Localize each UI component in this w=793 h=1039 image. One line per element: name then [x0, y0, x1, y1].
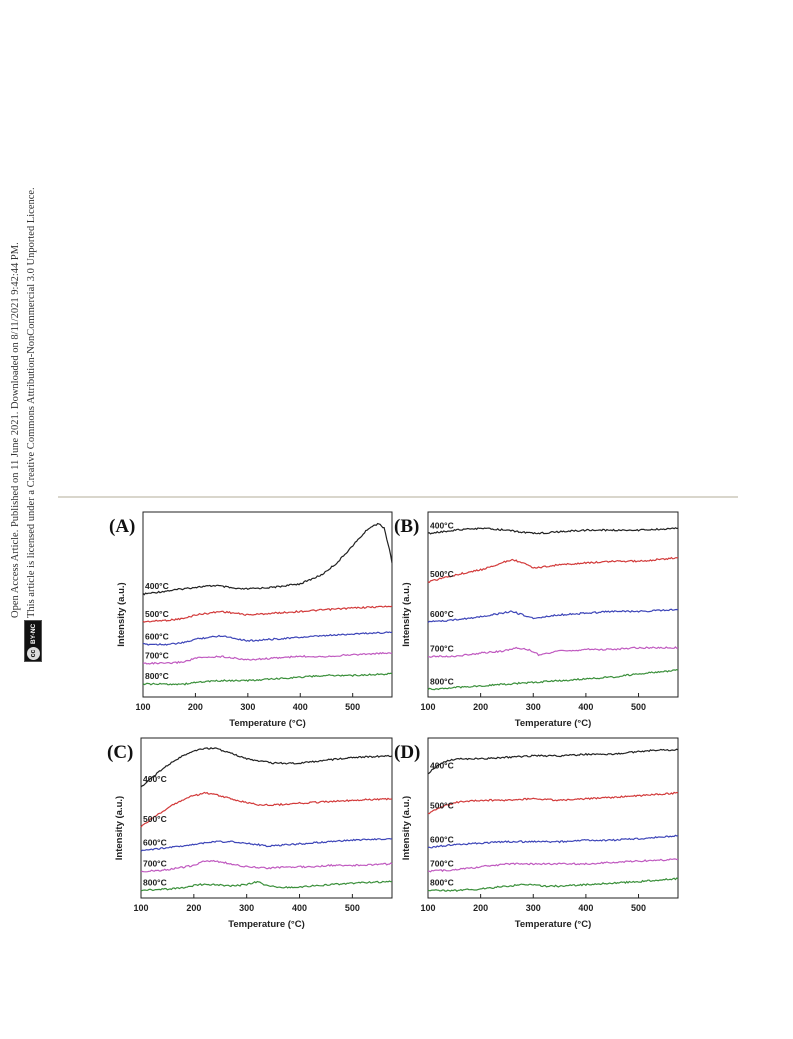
x-tick-label: 200	[186, 903, 201, 913]
panel-letter: (C)	[107, 742, 133, 763]
chart-panel-b: (B) 100 200 300 400 500 Temperature (°C) Intens…	[394, 511, 679, 729]
series-line	[428, 858, 679, 873]
x-tick-label: 400	[578, 903, 593, 913]
series-line	[427, 791, 679, 815]
series-line	[427, 834, 679, 849]
series-line	[427, 877, 679, 892]
series-line	[427, 556, 679, 584]
y-axis-title: Intensity (a.u.)	[401, 582, 412, 646]
x-tick-label: 500	[631, 903, 646, 913]
series-label: 500°C	[430, 569, 454, 579]
x-axis-title: Temperature (°C)	[515, 919, 591, 930]
series-line	[427, 608, 679, 623]
x-tick-label: 300	[526, 903, 541, 913]
chart-panel-d: (D) 100 200 300 400 500 Temperature (°C) Intens…	[394, 737, 679, 930]
series-line	[427, 668, 679, 691]
series-line	[142, 672, 393, 686]
series-label: 400°C	[430, 521, 454, 531]
x-tick-label: 200	[188, 702, 203, 712]
y-axis-title: Intensity (a.u.)	[114, 796, 125, 860]
series-label: 500°C	[430, 801, 454, 811]
series-line	[142, 631, 393, 646]
series-label: 700°C	[430, 643, 454, 653]
x-tick-label: 500	[631, 702, 646, 712]
y-axis-title: Intensity (a.u.)	[116, 582, 127, 646]
series-label: 600°C	[430, 835, 454, 845]
x-axis-title: Temperature (°C)	[228, 919, 304, 930]
series-line	[140, 747, 393, 788]
x-tick-label: 300	[526, 702, 541, 712]
page-divider-rule	[58, 496, 738, 498]
series-label: 400°C	[430, 761, 454, 771]
series-label: 800°C	[143, 878, 167, 888]
plot-frame	[427, 737, 679, 899]
x-tick-label: 500	[345, 903, 360, 913]
series-label: 400°C	[145, 581, 169, 591]
x-tick-label: 100	[420, 903, 435, 913]
series-line	[140, 880, 393, 892]
series-line	[142, 651, 393, 665]
x-tick-label: 100	[135, 702, 150, 712]
x-tick-label: 400	[578, 702, 593, 712]
series-line	[140, 859, 393, 873]
x-tick-label: 200	[473, 702, 488, 712]
series-label: 700°C	[145, 650, 169, 660]
panel-letter: (A)	[109, 516, 135, 537]
series-label: 800°C	[430, 676, 454, 686]
x-tick-label: 100	[420, 702, 435, 712]
series-label: 600°C	[430, 609, 454, 619]
series-line	[427, 748, 679, 775]
series-line	[142, 605, 393, 623]
series-line	[140, 837, 393, 852]
x-tick-label: 500	[345, 702, 360, 712]
x-axis-title: Temperature (°C)	[515, 718, 591, 729]
x-tick-label: 300	[240, 702, 255, 712]
x-tick-label: 100	[133, 903, 148, 913]
x-tick-label: 400	[292, 903, 307, 913]
chart-panel-a: (A) 100 200 300 400 500 Temperature (°C) Intens…	[109, 511, 393, 729]
panel-letter: (D)	[394, 742, 420, 763]
series-line	[140, 791, 393, 828]
series-line	[428, 646, 679, 658]
series-label: 600°C	[143, 838, 167, 848]
series-line	[142, 522, 393, 596]
series-label: 600°C	[145, 631, 169, 641]
panel-letter: (B)	[394, 516, 419, 537]
series-label: 700°C	[430, 858, 454, 868]
series-label: 700°C	[143, 858, 167, 868]
chart-panel-c: (C) 100 200 300 400 500 Temperature (°C) Intens…	[107, 737, 393, 930]
series-line	[427, 527, 678, 535]
plot-frame	[142, 511, 393, 698]
plot-frame	[427, 511, 679, 698]
series-label: 500°C	[145, 609, 169, 619]
x-tick-label: 200	[473, 903, 488, 913]
series-label: 800°C	[145, 671, 169, 681]
series-label: 400°C	[143, 774, 167, 784]
x-axis-title: Temperature (°C)	[229, 718, 305, 729]
x-tick-label: 300	[239, 903, 254, 913]
plot-frame	[140, 737, 393, 899]
series-label: 500°C	[143, 814, 167, 824]
y-axis-title: Intensity (a.u.)	[401, 796, 412, 860]
series-label: 800°C	[430, 878, 454, 888]
x-tick-label: 400	[293, 702, 308, 712]
